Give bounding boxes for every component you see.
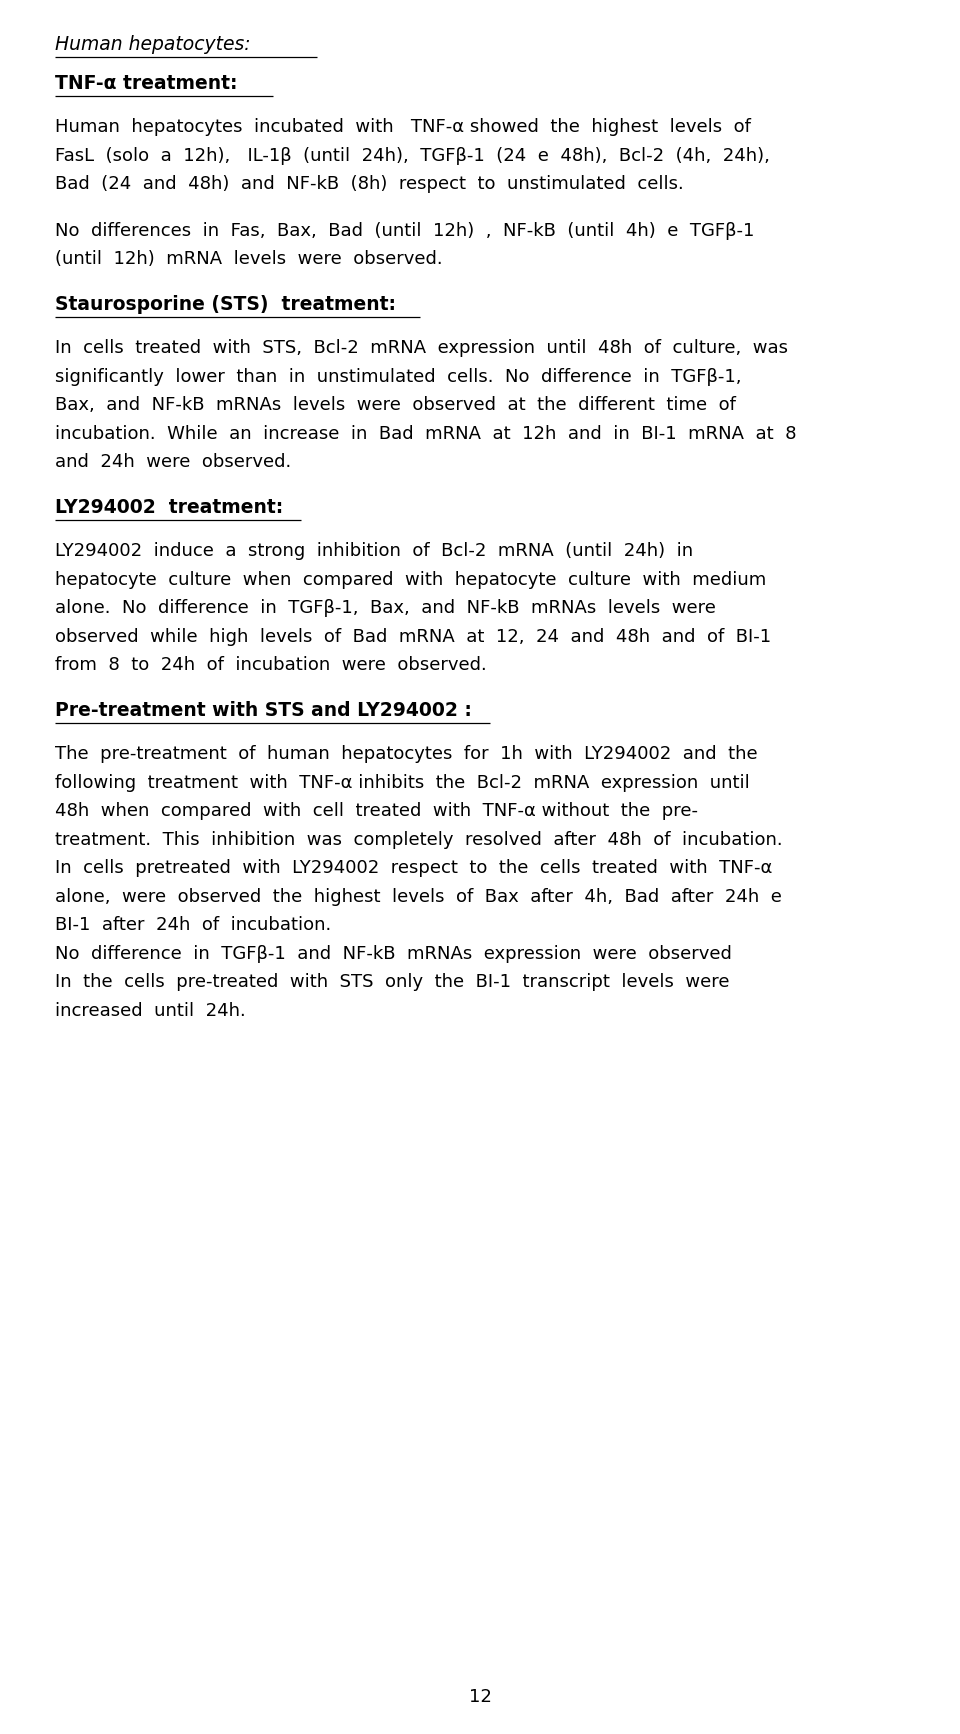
Text: following  treatment  with  TNF-α inhibits  the  Bcl-2  mRNA  expression  until: following treatment with TNF-α inhibits … <box>55 773 750 791</box>
Text: Human hepatocytes:: Human hepatocytes: <box>55 35 251 54</box>
Text: LY294002  induce  a  strong  inhibition  of  Bcl-2  mRNA  (until  24h)  in: LY294002 induce a strong inhibition of B… <box>55 543 693 560</box>
Text: FasL  (solo  a  12h),   IL-1β  (until  24h),  TGFβ-1  (24  e  48h),  Bcl-2  (4h,: FasL (solo a 12h), IL-1β (until 24h), TG… <box>55 146 770 165</box>
Text: alone,  were  observed  the  highest  levels  of  Bax  after  4h,  Bad  after  2: alone, were observed the highest levels … <box>55 888 781 905</box>
Text: In  cells  pretreated  with  LY294002  respect  to  the  cells  treated  with  T: In cells pretreated with LY294002 respec… <box>55 858 773 877</box>
Text: 12: 12 <box>468 1687 492 1706</box>
Text: increased  until  24h.: increased until 24h. <box>55 1002 246 1020</box>
Text: In  cells  treated  with  STS,  Bcl-2  mRNA  expression  until  48h  of  culture: In cells treated with STS, Bcl-2 mRNA ex… <box>55 340 788 357</box>
Text: Bad  (24  and  48h)  and  NF-kB  (8h)  respect  to  unstimulated  cells.: Bad (24 and 48h) and NF-kB (8h) respect … <box>55 175 684 192</box>
Text: Staurosporine (STS)  treatment:: Staurosporine (STS) treatment: <box>55 295 396 314</box>
Text: Human  hepatocytes  incubated  with   TNF-α showed  the  highest  levels  of: Human hepatocytes incubated with TNF-α s… <box>55 118 751 135</box>
Text: hepatocyte  culture  when  compared  with  hepatocyte  culture  with  medium: hepatocyte culture when compared with he… <box>55 570 766 588</box>
Text: 48h  when  compared  with  cell  treated  with  TNF-α without  the  pre-: 48h when compared with cell treated with… <box>55 803 698 820</box>
Text: observed  while  high  levels  of  Bad  mRNA  at  12,  24  and  48h  and  of  BI: observed while high levels of Bad mRNA a… <box>55 628 771 645</box>
Text: significantly  lower  than  in  unstimulated  cells.  No  difference  in  TGFβ-1: significantly lower than in unstimulated… <box>55 368 741 385</box>
Text: alone.  No  difference  in  TGFβ-1,  Bax,  and  NF-kB  mRNAs  levels  were: alone. No difference in TGFβ-1, Bax, and… <box>55 598 716 617</box>
Text: LY294002  treatment:: LY294002 treatment: <box>55 498 283 517</box>
Text: In  the  cells  pre-treated  with  STS  only  the  BI-1  transcript  levels  wer: In the cells pre-treated with STS only t… <box>55 973 730 992</box>
Text: from  8  to  24h  of  incubation  were  observed.: from 8 to 24h of incubation were observe… <box>55 655 487 675</box>
Text: Pre-treatment with STS and LY294002 :: Pre-treatment with STS and LY294002 : <box>55 701 472 720</box>
Text: treatment.  This  inhibition  was  completely  resolved  after  48h  of  incubat: treatment. This inhibition was completel… <box>55 831 782 848</box>
Text: BI-1  after  24h  of  incubation.: BI-1 after 24h of incubation. <box>55 916 331 935</box>
Text: and  24h  were  observed.: and 24h were observed. <box>55 453 291 472</box>
Text: incubation.  While  an  increase  in  Bad  mRNA  at  12h  and  in  BI-1  mRNA  a: incubation. While an increase in Bad mRN… <box>55 425 797 442</box>
Text: The  pre-treatment  of  human  hepatocytes  for  1h  with  LY294002  and  the: The pre-treatment of human hepatocytes f… <box>55 746 757 763</box>
Text: No  difference  in  TGFβ-1  and  NF-kB  mRNAs  expression  were  observed: No difference in TGFβ-1 and NF-kB mRNAs … <box>55 945 732 962</box>
Text: Bax,  and  NF-kB  mRNAs  levels  were  observed  at  the  different  time  of: Bax, and NF-kB mRNAs levels were observe… <box>55 395 736 414</box>
Text: (until  12h)  mRNA  levels  were  observed.: (until 12h) mRNA levels were observed. <box>55 250 443 269</box>
Text: TNF-α treatment:: TNF-α treatment: <box>55 73 237 92</box>
Text: No  differences  in  Fas,  Bax,  Bad  (until  12h)  ,  NF-kB  (until  4h)  e  TG: No differences in Fas, Bax, Bad (until 1… <box>55 222 755 239</box>
